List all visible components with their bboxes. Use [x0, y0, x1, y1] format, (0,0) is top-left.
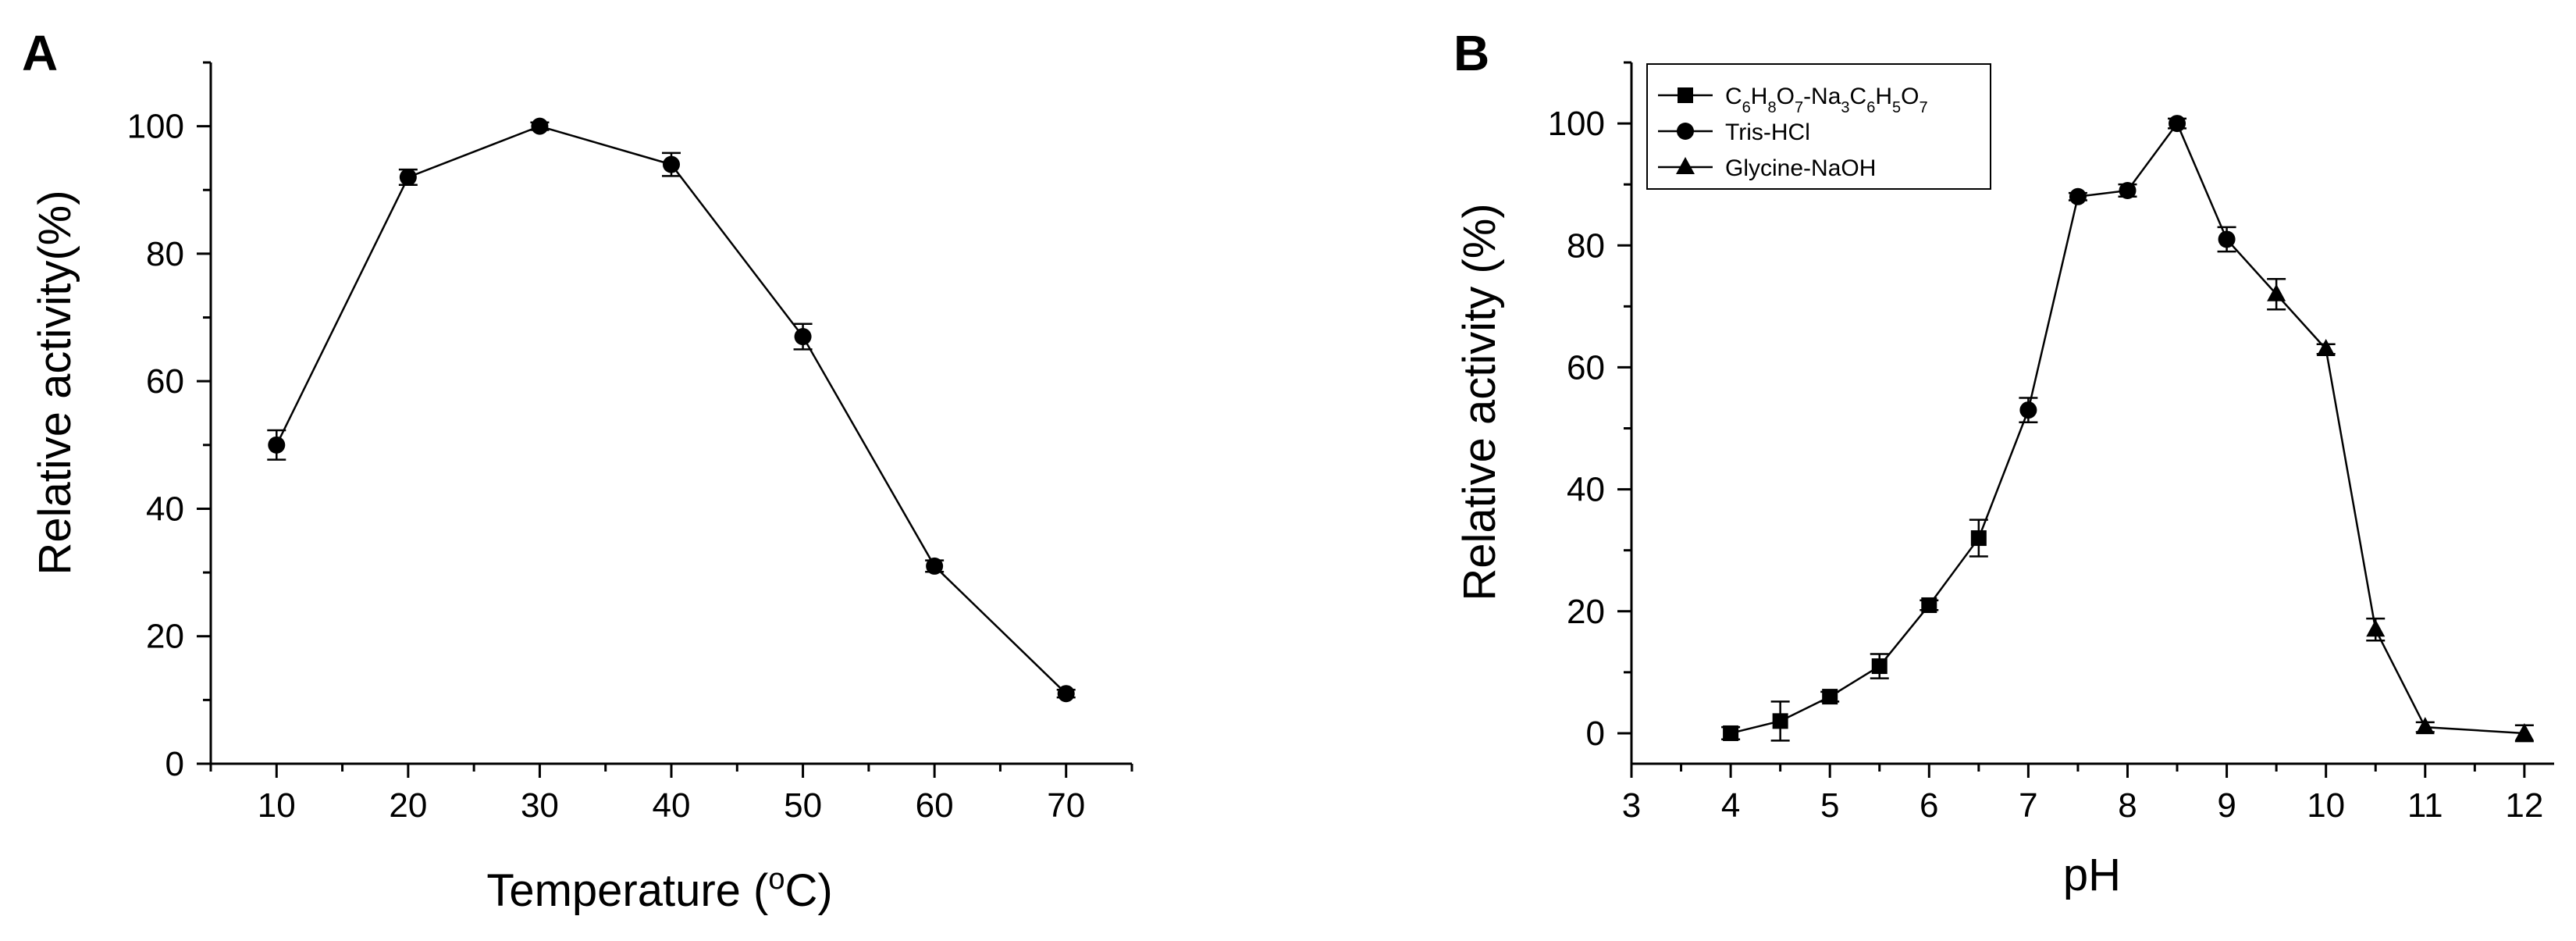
data-point-a-circle	[531, 117, 549, 135]
x-axis-title-a-main: Temperature (	[486, 865, 768, 916]
series-line-b	[1730, 121, 2524, 735]
series-group-a	[267, 117, 1076, 703]
y-axis-title-b: Relative activity (%)	[1454, 203, 1505, 601]
data-point-a-circle	[926, 557, 944, 575]
data-point-b-square	[1970, 530, 1987, 547]
legend-marker-triangle	[1676, 157, 1695, 174]
chart-panel-a: A 0 20 40 60 80 100 10 20 30 40 50 60 70 Relative ac…	[22, 25, 1133, 916]
legend-text-part: H	[1751, 84, 1768, 109]
x-tick-label-b: 8	[2118, 786, 2137, 825]
x-tick-label-a: 60	[916, 786, 954, 825]
y-tick-label-a: 20	[146, 618, 184, 656]
legend-text-part: C	[1725, 84, 1742, 109]
x-tick-label-b: 9	[2217, 786, 2236, 825]
legend-subscript: 7	[1919, 99, 1927, 116]
x-tick-label-a: 40	[653, 786, 691, 825]
legend-subscript: 6	[1866, 99, 1875, 116]
x-tick-label-b: 11	[2407, 786, 2443, 825]
y-tick-label-a: 40	[146, 490, 184, 528]
y-tick-label-a: 60	[146, 362, 184, 401]
x-tick-label-b: 5	[1820, 786, 1839, 825]
data-point-b-circle	[2119, 181, 2137, 199]
x-axis-title-a-unit: C)	[785, 865, 832, 916]
data-point-b-circle	[2169, 115, 2186, 133]
data-point-b-triangle	[2415, 717, 2435, 735]
y-tick-label-a: 0	[165, 745, 184, 783]
series-group-b	[1721, 115, 2534, 743]
y-axis-title-a: Relative activity(%)	[30, 190, 80, 575]
y-tick-label-b: 100	[1548, 105, 1605, 143]
x-tick-label-a: 10	[258, 786, 296, 825]
data-point-b-triangle	[2316, 339, 2336, 357]
x-tick-label-b: 12	[2505, 786, 2543, 825]
data-point-b-circle	[2069, 187, 2087, 205]
data-point-b-circle	[2218, 230, 2236, 248]
data-point-b-circle	[2019, 401, 2037, 419]
data-point-a-circle	[1057, 685, 1075, 703]
panel-label-a: A	[22, 25, 58, 81]
legend-subscript: 3	[1841, 99, 1849, 116]
legend-box	[1646, 63, 1991, 190]
legend-marker-square	[1678, 87, 1693, 103]
y-tick-label-b: 80	[1567, 226, 1605, 265]
data-point-b-square	[1921, 597, 1937, 613]
data-point-b-square	[1723, 725, 1739, 741]
data-point-a-circle	[268, 436, 286, 454]
legend-subscript: 8	[1767, 99, 1776, 116]
data-point-a-circle	[663, 155, 680, 173]
data-point-b-square	[1822, 689, 1838, 705]
x-tick-label-a: 50	[784, 786, 822, 825]
panel-label-b: B	[1453, 25, 1489, 81]
y-tick-label-b: 60	[1567, 348, 1605, 387]
y-tick-label-b: 20	[1567, 593, 1605, 631]
axes-a: 0 20 40 60 80 100 10 20 30 40 50 60 70	[127, 61, 1133, 825]
x-tick-label-a: 30	[521, 786, 559, 825]
x-tick-label-b: 4	[1721, 786, 1740, 825]
y-tick-label-a: 100	[127, 108, 184, 146]
x-tick-label-b: 10	[2307, 786, 2345, 825]
legend-text-part: H	[1875, 84, 1892, 109]
x-tick-label-b: 3	[1622, 786, 1641, 825]
data-point-b-triangle	[2514, 722, 2534, 740]
x-tick-label-a: 70	[1047, 786, 1085, 825]
legend-text-part: C	[1850, 84, 1867, 109]
legend-entry-label: C6H8O7-Na3C6H5O7	[1725, 84, 1928, 116]
data-point-b-square	[1871, 658, 1888, 675]
legend-entry-label: Glycine-NaOH	[1725, 155, 1876, 181]
legend-marker-circle	[1677, 123, 1694, 140]
legend-entry-label: Tris-HCl	[1725, 119, 1810, 145]
data-point-a-circle	[794, 328, 812, 346]
legend-text-part: O	[1777, 84, 1795, 109]
y-tick-label-a: 80	[146, 235, 184, 273]
x-tick-label-b: 6	[1920, 786, 1938, 825]
legend-subscript: 7	[1795, 99, 1803, 116]
x-axis-title-b: pH	[2063, 850, 2121, 900]
data-point-b-triangle	[2267, 283, 2286, 301]
series-line-a	[276, 125, 1067, 695]
y-tick-label-b: 0	[1586, 715, 1605, 753]
legend-text-part: O	[1901, 84, 1919, 109]
legend-text-part: -Na	[1803, 84, 1841, 109]
legend-subscript: 5	[1892, 99, 1901, 116]
x-axis-title-a: Temperature (oC)	[486, 863, 832, 916]
data-point-b-triangle	[2366, 619, 2386, 637]
data-point-a-circle	[399, 168, 417, 186]
x-axis-title-a-degree: o	[768, 863, 785, 896]
data-point-b-square	[1772, 713, 1788, 729]
legend-subscript: 6	[1742, 99, 1751, 116]
x-tick-label-b: 7	[2019, 786, 2037, 825]
x-tick-label-a: 20	[389, 786, 427, 825]
y-tick-label-b: 40	[1567, 471, 1605, 509]
